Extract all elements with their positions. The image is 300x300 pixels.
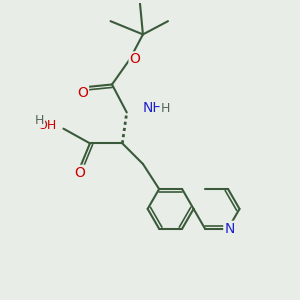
Text: O: O — [77, 86, 88, 100]
Text: H: H — [34, 114, 44, 127]
Text: N: N — [224, 222, 235, 236]
Text: H: H — [160, 101, 170, 115]
Text: OH: OH — [37, 118, 56, 132]
Text: O: O — [130, 52, 140, 66]
Text: NH: NH — [143, 101, 164, 115]
Text: O: O — [74, 166, 85, 180]
